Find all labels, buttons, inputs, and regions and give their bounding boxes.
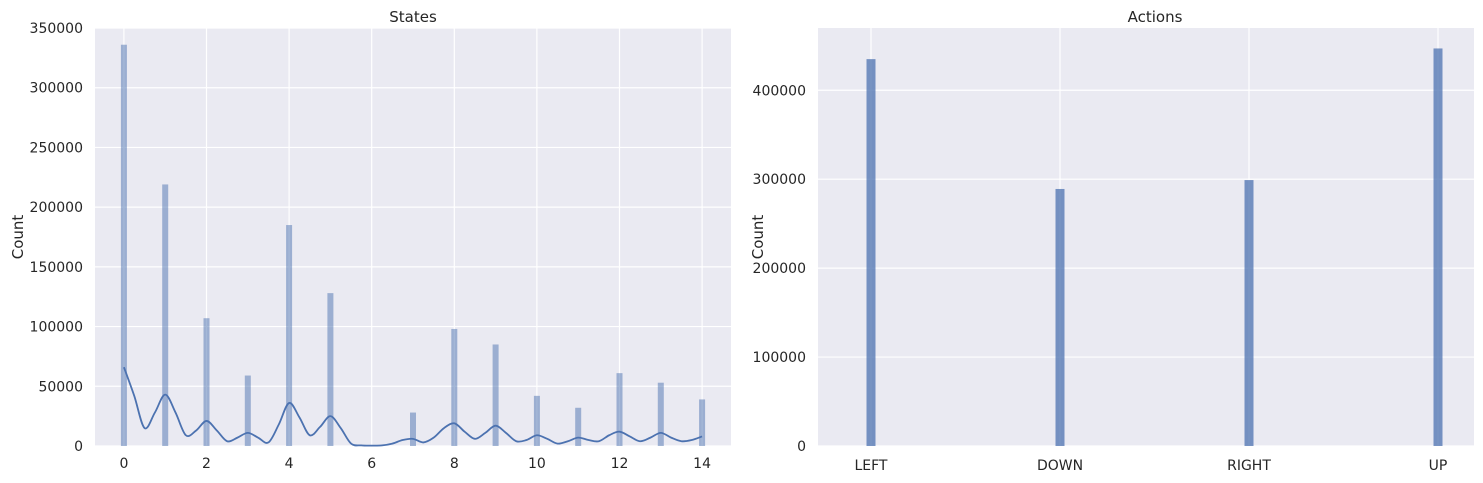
actions-y-tick-label: 200000 [753,261,806,277]
states-y-axis-label: Count [9,215,27,260]
states-y-tick-label: 200000 [30,200,83,216]
states-y-ticks: 0 50000 100000 150000 200000 250000 300000 3500… [30,21,83,455]
states-y-tick-label: 350000 [30,21,83,37]
states-y-tick-label: 250000 [30,140,83,156]
states-y-tick-label: 300000 [30,81,83,97]
actions-y-axis-label: Count [749,215,767,260]
states-bar-1 [162,184,169,447]
actions-x-tick-label: DOWN [1037,458,1083,474]
actions-y-tick-label: 0 [797,439,806,455]
states-bars [120,44,706,447]
states-bar-2 [203,318,210,446]
actions-y-tick-label: 100000 [753,350,806,366]
states-x-tick-label: 0 [119,456,128,472]
states-bar-12 [616,373,623,446]
states-x-tick-label: 4 [285,456,294,472]
actions-x-tick-label: RIGHT [1227,458,1271,474]
actions-plot-area [818,28,1474,446]
actions-y-tick-label: 300000 [753,172,806,188]
states-bar-14 [699,399,706,446]
states-x-tick-label: 10 [528,456,546,472]
states-panel: 0 2 4 6 8 10 12 14 0 50000 100000 150000 200000 2500… [9,8,731,472]
actions-y-ticks: 0 100000 200000 300000 400000 [753,83,806,455]
states-bar-13 [657,382,664,446]
actions-bar-right [1244,180,1254,446]
states-bar-3 [244,375,251,446]
states-bar-5 [327,293,334,446]
actions-x-ticks: LEFT DOWN RIGHT UP [854,458,1447,474]
states-x-tick-label: 6 [367,456,376,472]
actions-title: Actions [1128,8,1183,26]
states-bar-10 [533,395,540,446]
actions-bar-left [866,59,876,447]
states-bar-0 [120,44,127,446]
actions-bar-down [1055,188,1065,446]
states-y-tick-label: 50000 [38,379,83,395]
states-x-ticks: 0 2 4 6 8 10 12 14 [119,456,711,472]
actions-y-tick-label: 400000 [753,83,806,99]
states-y-tick-label: 100000 [30,320,83,336]
actions-bars [866,48,1443,447]
actions-panel: LEFT DOWN RIGHT UP 0 100000 200000 300000 40000… [749,8,1474,474]
states-x-tick-label: 2 [202,456,211,472]
states-plot-area [95,28,731,446]
actions-x-tick-label: UP [1429,458,1448,474]
states-y-tick-label: 0 [74,439,83,455]
states-bar-7 [410,412,416,446]
states-bar-8 [451,328,458,446]
actions-x-tick-label: LEFT [854,458,887,474]
states-kde-line [123,366,703,447]
states-bar-11 [575,407,582,446]
states-y-tick-label: 150000 [30,260,83,276]
states-bar-9 [492,344,499,446]
states-x-tick-label: 12 [611,456,629,472]
states-bar-4 [286,225,293,446]
states-gridlines [95,27,731,447]
states-title: States [389,8,437,26]
actions-bar-up [1433,48,1443,446]
states-x-tick-label: 14 [693,456,711,472]
states-x-tick-label: 8 [450,456,459,472]
